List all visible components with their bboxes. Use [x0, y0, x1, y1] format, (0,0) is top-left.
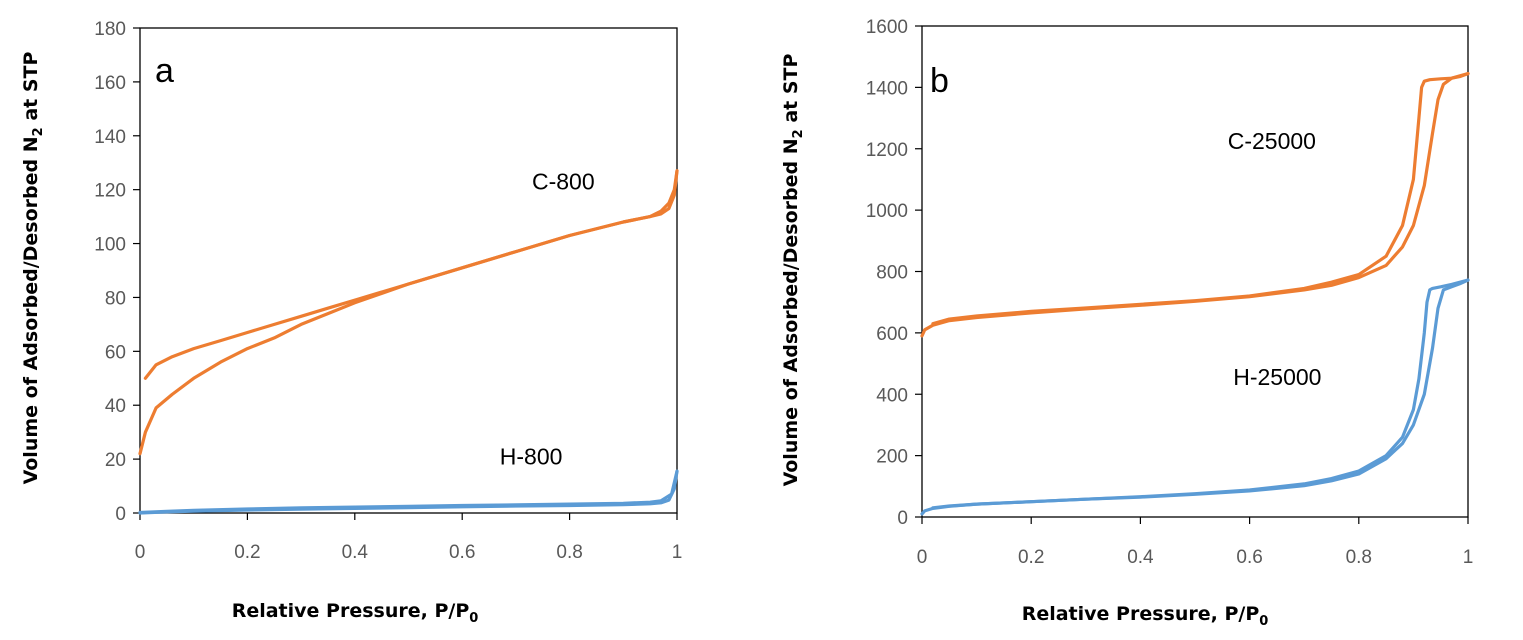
y-tick-label: 140 — [94, 127, 126, 148]
x-tick-label: 0.6 — [1236, 547, 1262, 568]
x-tick-label: 0.4 — [1127, 547, 1154, 568]
x-tick-label: 0.4 — [342, 542, 369, 563]
series-label-c-800: C-800 — [532, 169, 595, 195]
y-tick-label: 100 — [94, 235, 126, 256]
y-tick-label: 1200 — [866, 140, 908, 161]
series-c-800-adsorption-line — [138, 169, 679, 456]
x-axis-title: Relative Pressure, P/P0 — [1022, 603, 1269, 629]
x-tick-label: 0.2 — [234, 542, 260, 563]
y-tick-label: 180 — [94, 19, 126, 40]
y-tick-label: 40 — [105, 396, 126, 417]
y-tick-label: 120 — [94, 181, 126, 202]
chart-panel-a: 0 20 40 60 80 100 120 140 160 180 0 0.2 0.4 0.6 0.8 1 C-… — [20, 19, 682, 626]
x-tick-label: 0 — [917, 547, 928, 568]
y-tick-label: 1400 — [866, 78, 908, 99]
x-tick-label: 0.8 — [556, 542, 582, 563]
y-tick-label: 800 — [876, 263, 908, 284]
y-axis-title: Volume of Adsorbed/Desorbed N2 at STP — [20, 52, 46, 485]
y-tick-label: 600 — [876, 324, 908, 345]
y-tick-label: 1600 — [866, 17, 908, 38]
y-tick-label: 200 — [876, 447, 908, 468]
y-tick-label: 160 — [94, 73, 126, 94]
y-tick-label: 0 — [115, 504, 126, 525]
y-tick-label: 0 — [897, 508, 908, 529]
x-tick-label: 0.6 — [449, 542, 475, 563]
y-axis-title: Volume of Adsorbed/Desorbed N2 at STP — [780, 54, 806, 487]
y-tick-label: 80 — [105, 288, 126, 309]
y-tick-label: 60 — [105, 342, 126, 363]
y-tick-label: 20 — [105, 450, 126, 471]
series-c-25000-desorption-line — [931, 72, 1470, 326]
series-label-c-25000: C-25000 — [1228, 128, 1316, 154]
series-c-25000-adsorption-line — [920, 72, 1470, 338]
y-tick-label: 1000 — [866, 201, 908, 222]
panel-letter: a — [155, 52, 174, 90]
x-axis-title: Relative Pressure, P/P0 — [232, 600, 479, 626]
panel-letter: b — [930, 62, 949, 100]
chart-panel-b: 0 200 400 600 800 1000 1200 1400 1600 0 0.2 0.4 0.6 0… — [780, 17, 1473, 629]
x-tick-label: 1 — [1463, 547, 1474, 568]
y-tick-label: 400 — [876, 385, 908, 406]
series-label-h-800: H-800 — [500, 444, 563, 470]
series-h-25000-desorption-line — [931, 278, 1470, 510]
x-tick-label: 0 — [135, 542, 146, 563]
series-h-800-desorption-line — [138, 469, 679, 515]
series-c-800-desorption-line — [143, 169, 679, 380]
x-tick-label: 1 — [672, 542, 683, 563]
plot-frame — [921, 25, 1469, 518]
x-tick-label: 0.2 — [1018, 547, 1044, 568]
series-label-h-25000: H-25000 — [1233, 364, 1321, 390]
plot-frame — [139, 27, 678, 514]
x-tick-label: 0.8 — [1346, 547, 1372, 568]
